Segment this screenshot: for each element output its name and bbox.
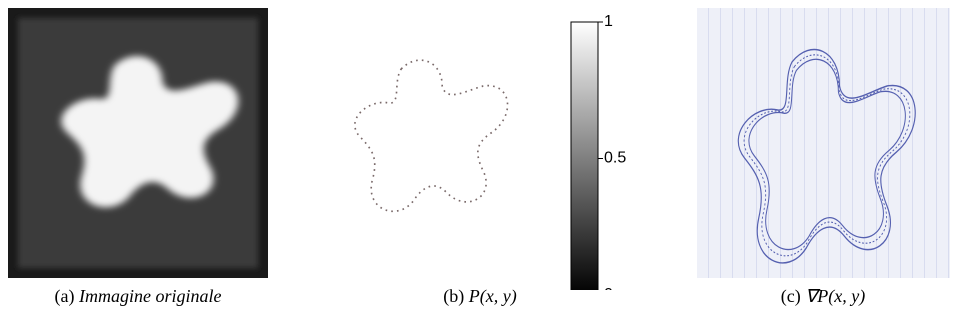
colorbar-ticks: 10.50 <box>598 13 626 290</box>
figure-graphics: 10.50 <box>0 0 958 290</box>
caption-text: ∇P(x, y) <box>805 286 865 306</box>
colorbar <box>571 22 598 290</box>
caption-text: P(x, y) <box>469 286 517 306</box>
original-image <box>8 8 268 278</box>
gradient-image <box>697 8 950 278</box>
colorbar-tick-label: 1 <box>604 13 613 30</box>
figure: 10.50 (a) Immagine originale (b) P(x, y)… <box>0 0 958 320</box>
caption-label: (c) <box>781 286 801 306</box>
caption-b: (b) P(x, y) <box>443 286 516 307</box>
colorbar-tick-label: 0.5 <box>604 150 626 167</box>
caption-text: Immagine originale <box>79 286 221 306</box>
caption-a: (a) Immagine originale <box>55 286 222 307</box>
caption-label: (a) <box>55 286 75 306</box>
caption-c: (c) ∇P(x, y) <box>781 286 866 307</box>
caption-label: (b) <box>443 286 464 306</box>
probability-map <box>355 22 598 290</box>
colorbar-tick-label: 0 <box>604 286 613 290</box>
